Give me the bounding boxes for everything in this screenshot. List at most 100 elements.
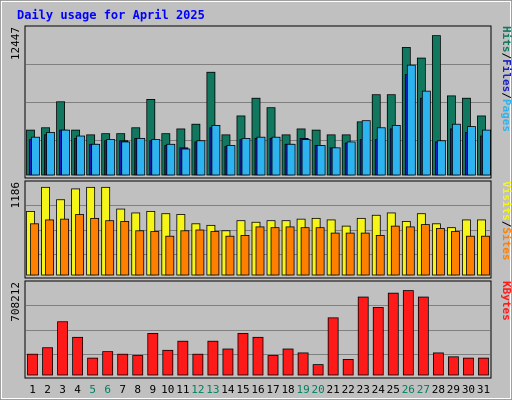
bar-middle-sites-day-18 bbox=[285, 226, 295, 276]
day-label-26: 26 bbox=[402, 383, 415, 396]
day-label-27: 27 bbox=[417, 383, 430, 396]
panel-middle-max-label: 1186 bbox=[9, 182, 22, 209]
bar-top-pages-day-15 bbox=[241, 137, 251, 176]
legend-middle-item-1: / bbox=[500, 221, 512, 228]
bar-middle-sites-day-27 bbox=[420, 224, 430, 276]
day-label-19: 19 bbox=[296, 383, 309, 396]
bar-middle-sites-day-20 bbox=[315, 227, 325, 276]
bar-top-pages-day-20 bbox=[316, 145, 326, 176]
bar-middle-sites-day-1 bbox=[30, 223, 39, 276]
day-label-20: 20 bbox=[312, 383, 325, 396]
bar-top-pages-day-18 bbox=[286, 143, 296, 176]
bar-bottom-kbytes-day-25 bbox=[387, 292, 399, 376]
chart-title: Daily usage for April 2025 bbox=[17, 8, 205, 22]
legend-bottom-item-0: KBytes bbox=[500, 281, 512, 321]
day-label-4: 4 bbox=[74, 383, 81, 396]
bar-bottom-kbytes-day-27 bbox=[417, 296, 429, 376]
day-label-14: 14 bbox=[221, 383, 235, 396]
bar-middle-sites-day-25 bbox=[390, 225, 400, 276]
day-label-31: 31 bbox=[477, 383, 490, 396]
day-label-17: 17 bbox=[266, 383, 279, 396]
bar-middle-sites-day-28 bbox=[435, 228, 445, 276]
bar-top-pages-day-1 bbox=[31, 136, 40, 176]
bar-top-pages-day-19 bbox=[301, 139, 311, 176]
day-label-25: 25 bbox=[387, 383, 400, 396]
day-label-12: 12 bbox=[191, 383, 204, 396]
bar-top-pages-day-11 bbox=[181, 148, 191, 176]
bar-middle-sites-day-26 bbox=[405, 226, 415, 276]
bar-bottom-kbytes-day-12 bbox=[192, 353, 204, 376]
bar-middle-sites-day-15 bbox=[240, 235, 250, 276]
bar-bottom-kbytes-day-24 bbox=[372, 307, 384, 376]
day-label-16: 16 bbox=[251, 383, 264, 396]
bar-middle-sites-day-17 bbox=[270, 227, 280, 276]
bar-middle-sites-day-5 bbox=[90, 217, 100, 276]
day-label-30: 30 bbox=[462, 383, 475, 396]
legend-top-item-2: Files bbox=[500, 59, 512, 92]
bar-middle-sites-day-8 bbox=[135, 230, 145, 276]
bar-bottom-kbytes-day-28 bbox=[432, 352, 444, 376]
day-label-24: 24 bbox=[372, 383, 386, 396]
bar-bottom-kbytes-day-26 bbox=[402, 290, 414, 376]
bar-middle-sites-day-16 bbox=[255, 226, 265, 276]
bar-top-pages-day-23 bbox=[361, 120, 371, 176]
day-label-8: 8 bbox=[134, 383, 141, 396]
legend-bottom: KBytes bbox=[500, 281, 512, 321]
bar-top-pages-day-29 bbox=[452, 123, 461, 176]
bar-middle-sites-day-12 bbox=[195, 229, 205, 276]
bar-top-pages-day-12 bbox=[196, 140, 206, 176]
day-label-18: 18 bbox=[281, 383, 294, 396]
day-label-22: 22 bbox=[342, 383, 355, 396]
bar-top-pages-day-22 bbox=[346, 141, 356, 176]
bar-bottom-kbytes-day-1 bbox=[27, 353, 38, 376]
bar-middle-sites-day-19 bbox=[300, 227, 310, 276]
bar-top-pages-day-16 bbox=[256, 136, 266, 176]
bar-top-pages-day-28 bbox=[436, 140, 446, 176]
day-label-15: 15 bbox=[236, 383, 249, 396]
bar-top-pages-day-25 bbox=[391, 124, 401, 176]
day-label-29: 29 bbox=[447, 383, 460, 396]
day-label-1: 1 bbox=[29, 383, 36, 396]
bar-middle-sites-day-11 bbox=[180, 230, 190, 276]
bar-top-pages-day-27 bbox=[421, 90, 431, 176]
bar-top-pages-day-2 bbox=[46, 132, 55, 176]
bar-bottom-kbytes-day-18 bbox=[282, 348, 294, 376]
day-label-28: 28 bbox=[432, 383, 445, 396]
bar-top-pages-day-13 bbox=[211, 124, 221, 176]
bar-middle-sites-day-2 bbox=[45, 219, 54, 276]
panel-top-max-label: 12447 bbox=[9, 27, 22, 60]
bar-middle-sites-day-14 bbox=[225, 235, 235, 276]
bar-top-pages-day-26 bbox=[406, 64, 416, 176]
bar-bottom-kbytes-day-13 bbox=[207, 340, 219, 376]
bar-middle-sites-day-3 bbox=[60, 218, 69, 276]
day-label-21: 21 bbox=[327, 383, 340, 396]
day-label-3: 3 bbox=[59, 383, 66, 396]
panel-bottom-max-label: 708212 bbox=[9, 282, 22, 322]
bar-middle-sites-day-29 bbox=[451, 231, 460, 276]
bar-bottom-kbytes-day-30 bbox=[463, 357, 474, 376]
bar-bottom-kbytes-day-3 bbox=[57, 321, 68, 376]
day-label-7: 7 bbox=[119, 383, 126, 396]
bar-bottom-kbytes-day-16 bbox=[252, 336, 264, 376]
legend-top-item-3: / bbox=[500, 92, 512, 99]
legend-top: Hits/Files/Pages bbox=[500, 26, 512, 132]
bar-middle-sites-day-7 bbox=[120, 221, 130, 276]
bar-top-pages-day-21 bbox=[331, 147, 341, 176]
bar-top-pages-day-14 bbox=[226, 145, 236, 176]
bar-middle-sites-day-6 bbox=[105, 220, 115, 276]
day-label-10: 10 bbox=[161, 383, 174, 396]
bar-middle-sites-day-4 bbox=[75, 214, 85, 276]
bar-bottom-kbytes-day-22 bbox=[342, 359, 354, 376]
day-label-5: 5 bbox=[89, 383, 96, 396]
bar-bottom-kbytes-day-8 bbox=[132, 355, 144, 376]
bar-bottom-kbytes-day-15 bbox=[237, 333, 249, 376]
bar-middle-sites-day-23 bbox=[360, 232, 370, 276]
bar-top-pages-day-30 bbox=[467, 126, 476, 176]
bar-bottom-kbytes-day-19 bbox=[297, 352, 309, 376]
bar-bottom-kbytes-day-29 bbox=[448, 356, 459, 376]
bar-top-pages-day-24 bbox=[376, 127, 386, 176]
bar-bottom-kbytes-day-10 bbox=[162, 349, 174, 376]
bar-bottom-kbytes-day-21 bbox=[327, 317, 339, 376]
